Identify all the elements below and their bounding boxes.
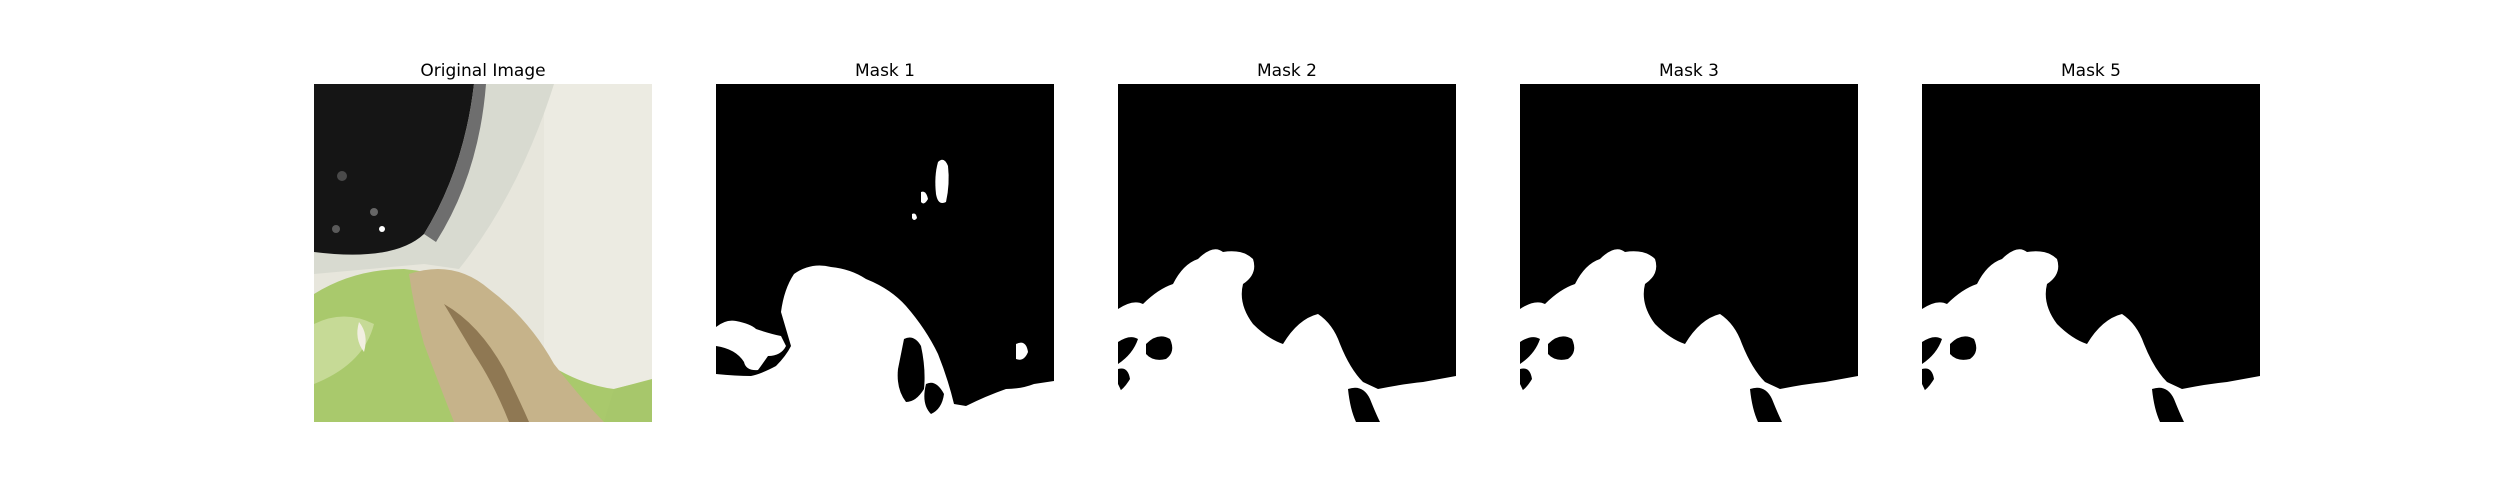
mask-hole bbox=[1922, 368, 1934, 392]
mask-region bbox=[1922, 249, 2260, 422]
mask-region bbox=[716, 265, 1054, 422]
panel-title: Mask 5 bbox=[2060, 61, 2121, 81]
soil-speck bbox=[379, 226, 385, 232]
panel-mask-5: Mask 5 bbox=[1922, 58, 2260, 422]
mask-3-image bbox=[1520, 84, 1858, 422]
mask-2-image bbox=[1118, 84, 1456, 422]
dry-leaf bbox=[409, 269, 604, 422]
panel-original-image: Original Image bbox=[314, 58, 652, 422]
mask-hole bbox=[2072, 292, 2084, 304]
mask-region bbox=[1016, 342, 1028, 360]
mask-region bbox=[935, 159, 949, 203]
dry-leaf-shadow bbox=[444, 304, 529, 422]
original-photo bbox=[314, 84, 652, 422]
pot-soil bbox=[314, 84, 474, 255]
mask-region bbox=[921, 191, 928, 204]
soil-speck bbox=[332, 225, 340, 233]
mask-3-svg bbox=[1520, 84, 1858, 422]
mask-region bbox=[1118, 249, 1456, 422]
mask-region bbox=[912, 213, 917, 220]
mask-hole bbox=[1548, 336, 1575, 360]
panel-mask-1: Mask 1 bbox=[716, 58, 1054, 422]
mask-2-svg bbox=[1118, 84, 1456, 422]
panel-title: Mask 1 bbox=[854, 61, 915, 81]
panel-title: Mask 2 bbox=[1256, 61, 1317, 81]
panel-title: Original Image bbox=[420, 61, 546, 81]
mask-hole bbox=[1750, 387, 1782, 422]
mask-hole bbox=[1922, 337, 1942, 364]
mask-region bbox=[1922, 384, 1934, 422]
original-image bbox=[314, 84, 652, 422]
panel-title: Mask 3 bbox=[1658, 61, 1719, 81]
mask-1-image bbox=[716, 84, 1054, 422]
mask-hole bbox=[1348, 387, 1380, 422]
lettuce-right bbox=[604, 380, 652, 422]
mask-hole bbox=[1146, 336, 1173, 360]
leaf-highlight bbox=[357, 322, 366, 352]
mask-1-svg bbox=[716, 84, 1054, 422]
soil-speck bbox=[337, 171, 347, 181]
mask-5-image bbox=[1922, 84, 2260, 422]
mask-hole bbox=[1118, 368, 1130, 392]
mask-hole bbox=[897, 337, 925, 402]
panel-mask-3: Mask 3 bbox=[1520, 58, 1858, 422]
mask-5-svg bbox=[1922, 84, 2260, 422]
mask-hole bbox=[1520, 337, 1540, 364]
mask-region bbox=[716, 320, 786, 371]
panel-mask-2: Mask 2 bbox=[1118, 58, 1456, 422]
mask-hole bbox=[1268, 292, 1280, 304]
mask-region bbox=[1118, 384, 1130, 422]
mask-hole bbox=[1950, 336, 1977, 360]
mask-hole bbox=[924, 382, 944, 414]
mask-hole bbox=[1118, 337, 1138, 364]
pot-rim-shadow bbox=[424, 84, 486, 242]
wall-light bbox=[544, 84, 652, 422]
mask-region bbox=[1520, 249, 1858, 422]
mask-hole bbox=[1670, 292, 1682, 304]
mask-hole bbox=[1520, 368, 1532, 392]
soil-speck bbox=[370, 208, 378, 216]
mask-hole bbox=[2152, 387, 2184, 422]
mask-region bbox=[1520, 384, 1532, 422]
